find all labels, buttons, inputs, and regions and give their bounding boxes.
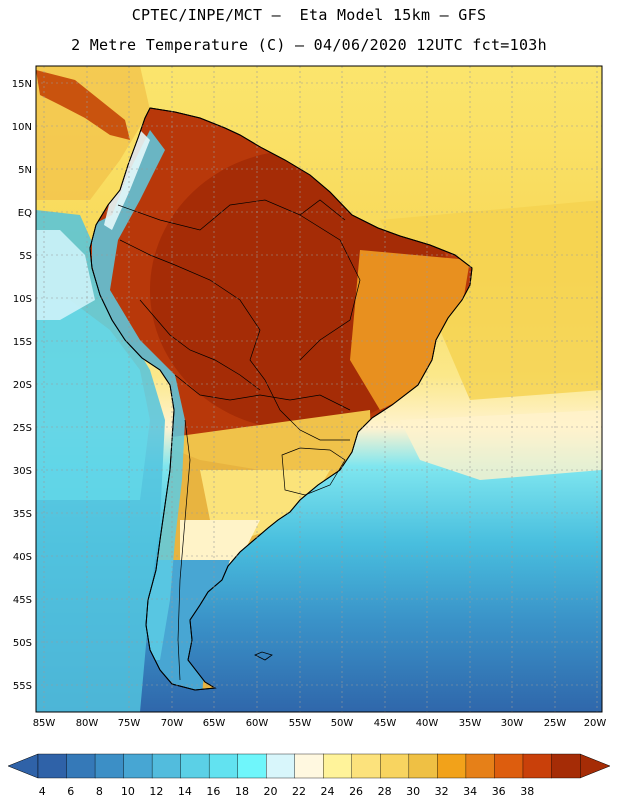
colorbar-label: 24	[320, 785, 335, 798]
atlantic-subtropical-zone	[400, 410, 602, 480]
colorbar-swatches	[37, 753, 581, 779]
colorbar-label: 16	[206, 785, 221, 798]
colorbar-label: 34	[463, 785, 478, 798]
country-borders	[117, 199, 361, 681]
temperature-field	[36, 66, 602, 712]
subtropical-zone	[150, 410, 372, 480]
colorbar-label: 12	[149, 785, 164, 798]
lon-label: 55W	[289, 718, 312, 729]
border-chile-argentina-north	[174, 374, 351, 411]
lat-label: 15N	[12, 79, 32, 90]
longitude-axis: 85W 80W 75W 70W 65W 60W 55W 50W 45W 40W …	[33, 718, 607, 729]
colorbar-label: 10	[120, 785, 135, 798]
colorbar-label: 28	[377, 785, 392, 798]
central-america-land	[36, 70, 130, 140]
lon-label: 75W	[118, 718, 141, 729]
lat-label: 10N	[12, 122, 32, 133]
colorbar-high-arrow	[579, 753, 611, 779]
lon-label: 45W	[374, 718, 397, 729]
border-north	[117, 199, 346, 231]
lat-label: 5S	[19, 251, 32, 262]
lon-label: 65W	[203, 718, 226, 729]
colorbar-label: 4	[38, 785, 46, 798]
colorbar-label: 6	[67, 785, 75, 798]
graticule	[36, 66, 602, 712]
lat-label: 30S	[13, 466, 32, 477]
colorbar-label: 22	[292, 785, 307, 798]
lon-label: 40W	[416, 718, 439, 729]
colorbar-label: 38	[520, 785, 535, 798]
lat-label: EQ	[18, 208, 32, 219]
lon-label: 35W	[459, 718, 482, 729]
lon-label: 85W	[33, 718, 56, 729]
border-brazil-states	[299, 214, 361, 361]
colorbar-swatch	[123, 753, 153, 779]
falkland-islands	[254, 651, 273, 661]
colorbar-label: 36	[491, 785, 506, 798]
colorbar-swatch	[37, 753, 68, 779]
map-title-line-1: CPTEC/INPE/MCT – Eta Model 15km – GFS	[131, 6, 487, 24]
colorbar-label: 26	[349, 785, 364, 798]
lat-label: 10S	[13, 294, 32, 305]
northeast-brazil-zone	[350, 250, 470, 410]
colorbar-label: 8	[95, 785, 103, 798]
lat-label: 5N	[18, 165, 32, 176]
colorbar-swatch	[351, 753, 381, 779]
border-peru-bolivia	[139, 299, 261, 391]
colorbar-swatch	[151, 753, 182, 779]
colorbar-swatch	[408, 753, 438, 779]
latitude-axis: 15N 10N 5N EQ 5S 10S 15S 20S 25S 30S 35S…	[12, 79, 32, 692]
colorbar-swatch	[180, 753, 210, 779]
colorbar-label: 32	[434, 785, 449, 798]
colorbar-swatch	[323, 753, 353, 779]
colorbar-swatch	[380, 753, 410, 779]
colorbar-swatch	[266, 753, 296, 779]
lon-label: 80W	[76, 718, 99, 729]
border-peru-brazil	[119, 239, 266, 381]
lon-label: 20W	[584, 718, 607, 729]
colorbar-label: 18	[234, 785, 249, 798]
colorbar-swatch	[294, 753, 324, 779]
colorbar-label: 30	[406, 785, 421, 798]
colorbar-swatch	[237, 753, 267, 779]
colorbar-swatch	[437, 753, 467, 779]
lon-label: 25W	[544, 718, 567, 729]
border-paraguay	[264, 379, 350, 441]
lon-label: 70W	[161, 718, 184, 729]
map-title-line-2: 2 Metre Temperature (C) – 04/06/2020 12U…	[71, 36, 547, 54]
colorbar-swatch	[94, 753, 125, 779]
coastline-outline	[89, 107, 473, 691]
lat-label: 45S	[13, 595, 32, 606]
colorbar-swatch	[522, 753, 552, 779]
lat-label: 25S	[13, 423, 32, 434]
uruguay-outline	[281, 447, 346, 496]
lat-label: 40S	[13, 552, 32, 563]
lon-label: 50W	[331, 718, 354, 729]
lat-label: 55S	[13, 681, 32, 692]
lat-label: 50S	[13, 638, 32, 649]
colorbar	[7, 753, 611, 779]
pacific-mid-zone	[36, 300, 150, 500]
lat-label: 15S	[13, 337, 32, 348]
border-chile-argentina	[177, 419, 191, 681]
lat-label: 20S	[13, 380, 32, 391]
colorbar-low-arrow	[7, 753, 39, 779]
colorbar-swatch	[551, 753, 581, 779]
northern-andes-cool	[104, 130, 150, 230]
equatorial-pacific-zone	[36, 230, 95, 320]
colorbar-label: 14	[177, 785, 192, 798]
map-frame	[35, 65, 603, 713]
colorbar-swatch	[494, 753, 524, 779]
colorbar-swatch	[66, 753, 96, 779]
lon-label: 30W	[501, 718, 524, 729]
colorbar-swatch	[208, 753, 239, 779]
lat-label: 35S	[13, 509, 32, 520]
lon-label: 60W	[246, 718, 269, 729]
colorbar-label: 20	[263, 785, 278, 798]
colorbar-swatch	[465, 753, 495, 779]
